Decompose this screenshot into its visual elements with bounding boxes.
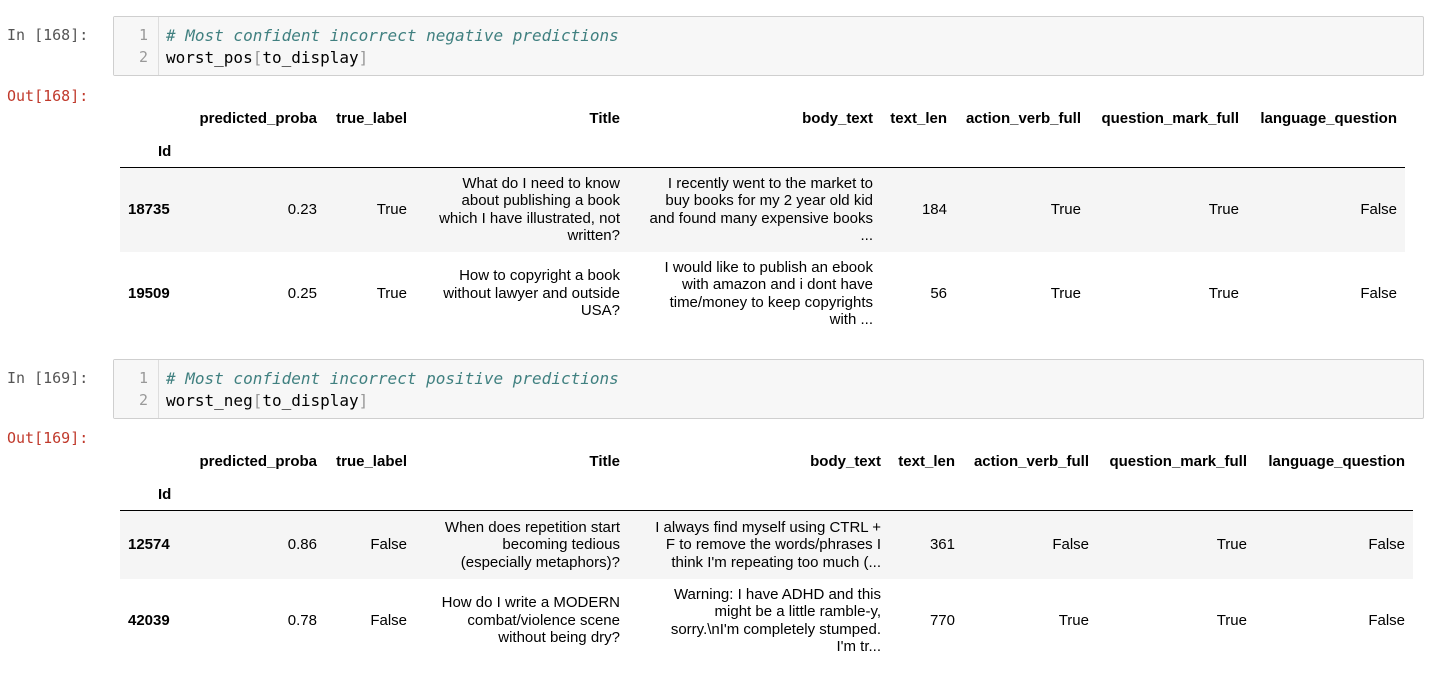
table-row: 42039 0.78 False How do I write a MODERN… [120, 579, 1413, 663]
row-index: 12574 [128, 536, 170, 554]
table-row: 19509 0.25 True How to copyright a book … [120, 252, 1405, 336]
cell-predicted-proba: 0.78 [287, 611, 317, 629]
code-bracket: [ [252, 48, 263, 67]
cell-question-mark-full: True [1216, 611, 1247, 629]
cell-question-mark-full: True [1208, 284, 1239, 302]
cell-body-text: Warning: I have ADHD and this might be a… [670, 585, 881, 656]
cell-true-label: True [376, 201, 407, 218]
cell-action-verb-full: False [1052, 536, 1089, 553]
row-index: 18735 [128, 201, 170, 219]
output-prompt: Out[168]: [7, 87, 89, 105]
cell-text-len: 770 [929, 611, 955, 629]
index-header-blank [120, 444, 188, 478]
column-header-row: predicted_proba true_label Title body_te… [120, 101, 1405, 135]
cell-action-verb-full: True [1050, 284, 1081, 302]
code-editor[interactable]: 1 2 # Most confident incorrect negative … [113, 16, 1424, 76]
column-header: question_mark_full [1101, 109, 1239, 127]
line-number-gutter: 1 2 [114, 17, 159, 75]
column-header: Title [589, 109, 620, 127]
cell-language-question: False [1360, 201, 1397, 218]
row-index: 19509 [128, 285, 170, 302]
cell-text-len: 184 [921, 201, 947, 218]
column-header-row: predicted_proba true_label Title body_te… [120, 444, 1413, 478]
code-variable: worst_neg [166, 391, 253, 410]
cell-true-label: False [370, 536, 407, 553]
code-editor[interactable]: 1 2 # Most confident incorrect positive … [113, 359, 1424, 419]
cell-question-mark-full: True [1216, 536, 1247, 553]
cell-language-question: False [1368, 536, 1405, 553]
column-header: Title [589, 452, 620, 470]
column-header: body_text [810, 452, 881, 470]
code-line[interactable]: worst_pos[to_display] [166, 48, 368, 67]
cell-body-text: I recently went to the market to buy boo… [649, 174, 873, 245]
code-bracket: ] [358, 391, 369, 410]
input-prompt: In [169]: [7, 369, 89, 387]
cell-title: How to copyright a book without lawyer a… [443, 267, 620, 320]
table-row: 18735 0.23 True What do I need to know a… [120, 167, 1405, 252]
line-number-gutter: 1 2 [114, 360, 159, 418]
column-header: language_question [1260, 109, 1397, 127]
code-line[interactable]: worst_neg[to_display] [166, 391, 368, 410]
dataframe-table: predicted_proba true_label Title body_te… [120, 101, 1405, 336]
index-name-header: Id [158, 485, 172, 503]
column-header: action_verb_full [965, 109, 1081, 127]
index-name-row: Id [120, 135, 1405, 168]
line-number: 2 [138, 48, 148, 66]
column-header: action_verb_full [973, 452, 1089, 470]
code-variable: worst_pos [166, 48, 253, 67]
cell-true-label: True [376, 284, 407, 302]
index-name-header: Id [158, 142, 172, 160]
column-header: true_label [336, 452, 407, 470]
cell-language-question: False [1368, 611, 1405, 629]
cell-title: How do I write a MODERN combat/violence … [441, 594, 620, 647]
column-header: language_question [1268, 452, 1405, 470]
code-bracket: ] [358, 48, 369, 67]
row-index: 42039 [128, 612, 170, 629]
input-prompt: In [168]: [7, 26, 89, 44]
code-comment: # Most confident incorrect negative pred… [166, 26, 619, 45]
line-number: 1 [138, 26, 148, 44]
cell-text-len: 361 [929, 536, 955, 553]
cell-language-question: False [1360, 284, 1397, 302]
index-header-blank [120, 101, 188, 135]
cell-predicted-proba: 0.86 [287, 536, 317, 553]
column-header: body_text [802, 109, 873, 127]
cell-question-mark-full: True [1208, 201, 1239, 218]
cell-action-verb-full: True [1050, 201, 1081, 218]
cell-title: When does repetition start becoming tedi… [444, 518, 620, 571]
code-line[interactable]: # Most confident incorrect positive pred… [166, 369, 619, 388]
column-header: predicted_proba [199, 452, 317, 470]
code-bracket: [ [252, 391, 263, 410]
cell-title: What do I need to know about publishing … [439, 174, 620, 245]
cell-predicted-proba: 0.25 [287, 284, 317, 302]
cell-predicted-proba: 0.23 [287, 201, 317, 218]
column-header: question_mark_full [1109, 452, 1247, 470]
cell-body-text: I would like to publish an ebook with am… [664, 258, 873, 329]
code-comment: # Most confident incorrect positive pred… [166, 369, 619, 388]
code-argument: to_display [262, 391, 359, 410]
code-line[interactable]: # Most confident incorrect negative pred… [166, 26, 619, 45]
code-argument: to_display [262, 48, 359, 67]
output-prompt: Out[169]: [7, 429, 89, 447]
line-number: 1 [138, 369, 148, 387]
cell-true-label: False [370, 611, 407, 629]
column-header: text_len [898, 452, 955, 470]
index-name-row: Id [120, 478, 1413, 511]
cell-text-len: 56 [930, 284, 947, 302]
column-header: true_label [336, 109, 407, 127]
cell-body-text: I always find myself using CTRL + F to r… [655, 518, 881, 571]
cell-action-verb-full: True [1058, 611, 1089, 629]
column-header: text_len [890, 109, 947, 127]
line-number: 2 [138, 391, 148, 409]
dataframe-table: predicted_proba true_label Title body_te… [120, 444, 1413, 663]
table-row: 12574 0.86 False When does repetition st… [120, 510, 1413, 579]
column-header: predicted_proba [199, 109, 317, 127]
